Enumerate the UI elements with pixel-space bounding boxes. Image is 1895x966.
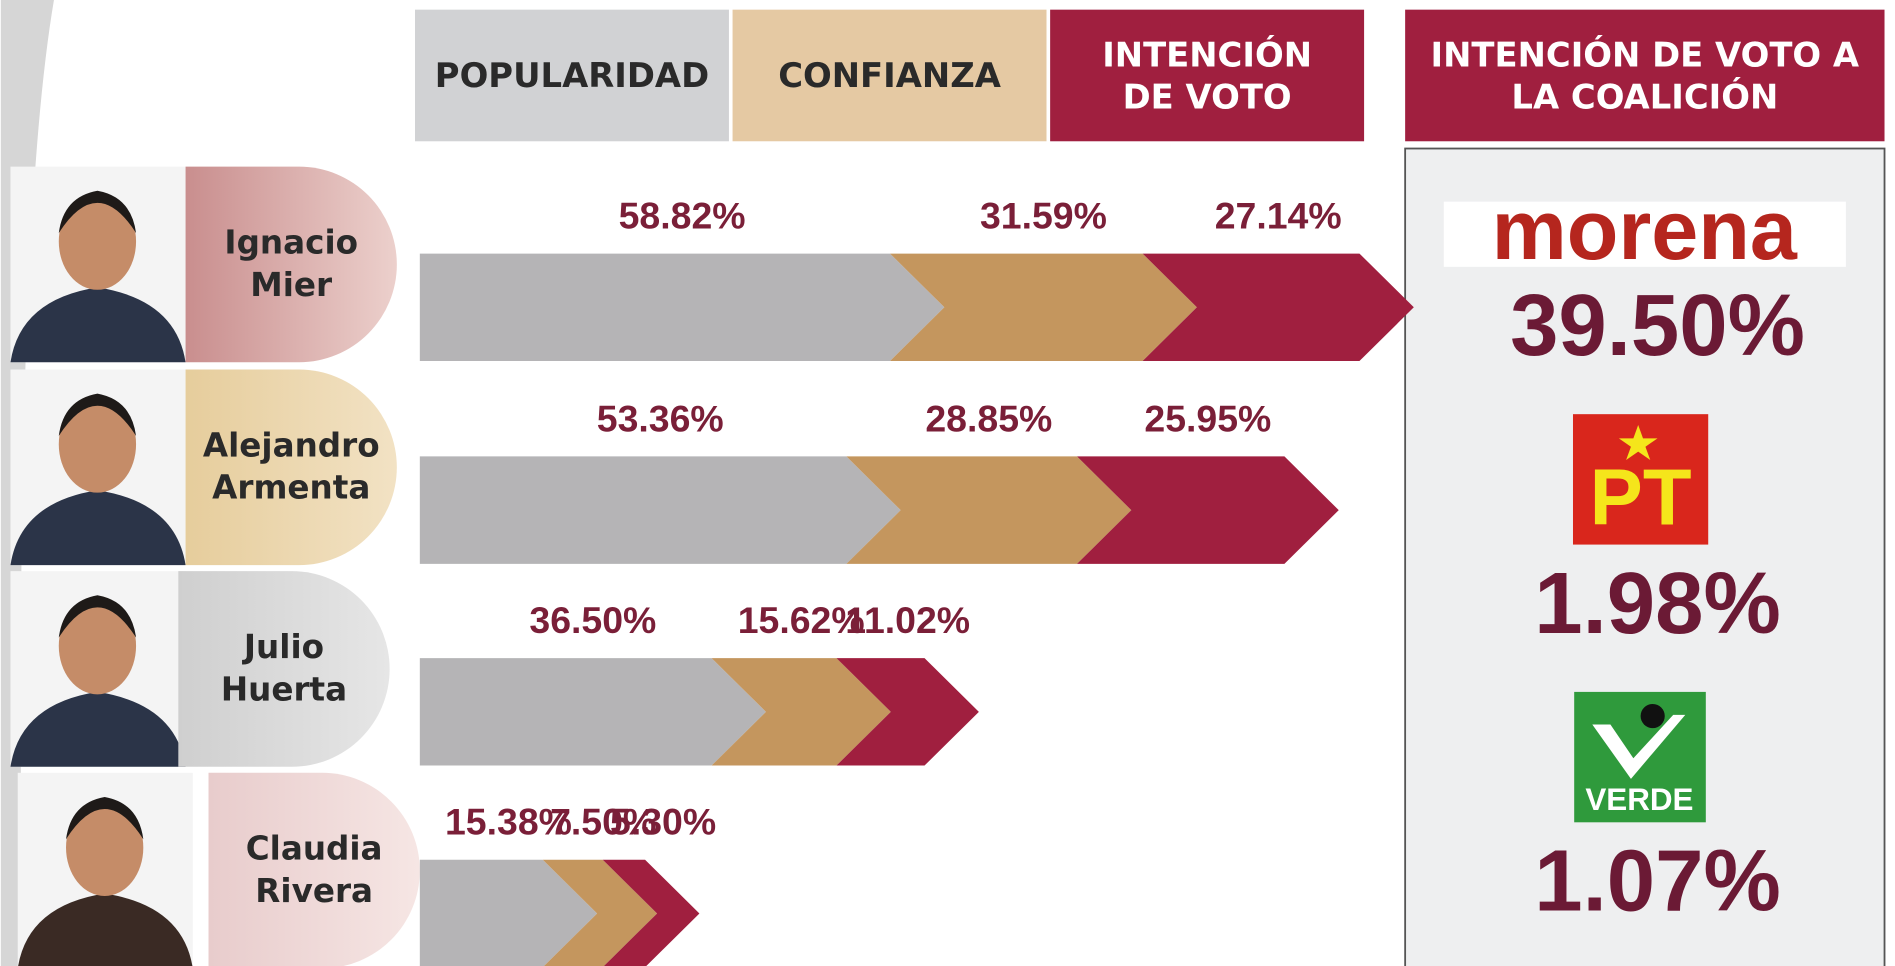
candidate-name: Ignacio Mier — [186, 167, 397, 363]
party-logo-text: morena — [1492, 182, 1798, 277]
legend-label: CONFIANZA — [733, 10, 1047, 142]
bar-segment — [420, 456, 901, 563]
coalition-title: INTENCIÓN DE VOTO A LA COALICIÓN — [1405, 10, 1884, 142]
candidate-name-box: Claudia Rivera — [209, 773, 420, 966]
candidate-name: Julio Huerta — [178, 571, 389, 767]
bar-segment — [420, 658, 766, 765]
value-label: 36.50% — [529, 599, 656, 641]
value-label: 31.59% — [980, 194, 1107, 236]
legend-label-box: CONFIANZA — [733, 10, 1047, 142]
legend-label-box: INTENCIÓN DE VOTO — [1050, 10, 1364, 142]
candidate-name-box: Alejandro Armenta — [186, 369, 397, 565]
value-label: 58.82% — [619, 194, 746, 236]
candidate-name: Alejandro Armenta — [186, 369, 397, 565]
party-share: 1.98% — [1534, 555, 1781, 652]
legend-label: POPULARIDAD — [415, 10, 729, 142]
legend-label: INTENCIÓN DE VOTO — [1050, 10, 1364, 142]
party-share: 1.07% — [1534, 832, 1781, 929]
party-share: 39.50% — [1510, 277, 1805, 374]
party-logo-text: VERDE — [1585, 782, 1693, 817]
coalition-title-box: INTENCIÓN DE VOTO A LA COALICIÓN — [1405, 10, 1884, 142]
value-label: 11.02% — [845, 599, 970, 641]
bar-segment — [420, 254, 945, 361]
value-label: 53.36% — [597, 397, 724, 439]
candidate-name: Claudia Rivera — [209, 773, 420, 966]
value-label: 27.14% — [1215, 194, 1342, 236]
value-label: 5.30% — [610, 801, 716, 843]
verde-toucan — [1641, 704, 1665, 728]
candidate-name-box: Ignacio Mier — [186, 167, 397, 363]
legend-label-box: POPULARIDAD — [415, 10, 729, 142]
candidate-name-box: Julio Huerta — [178, 571, 389, 767]
party-logo-text: PT — [1590, 453, 1692, 542]
value-label: 25.95% — [1144, 397, 1271, 439]
value-label: 28.85% — [925, 397, 1052, 439]
infographic: INTENCIÓN DE VOTO A LA COALICIÓN morena … — [0, 0, 1895, 966]
